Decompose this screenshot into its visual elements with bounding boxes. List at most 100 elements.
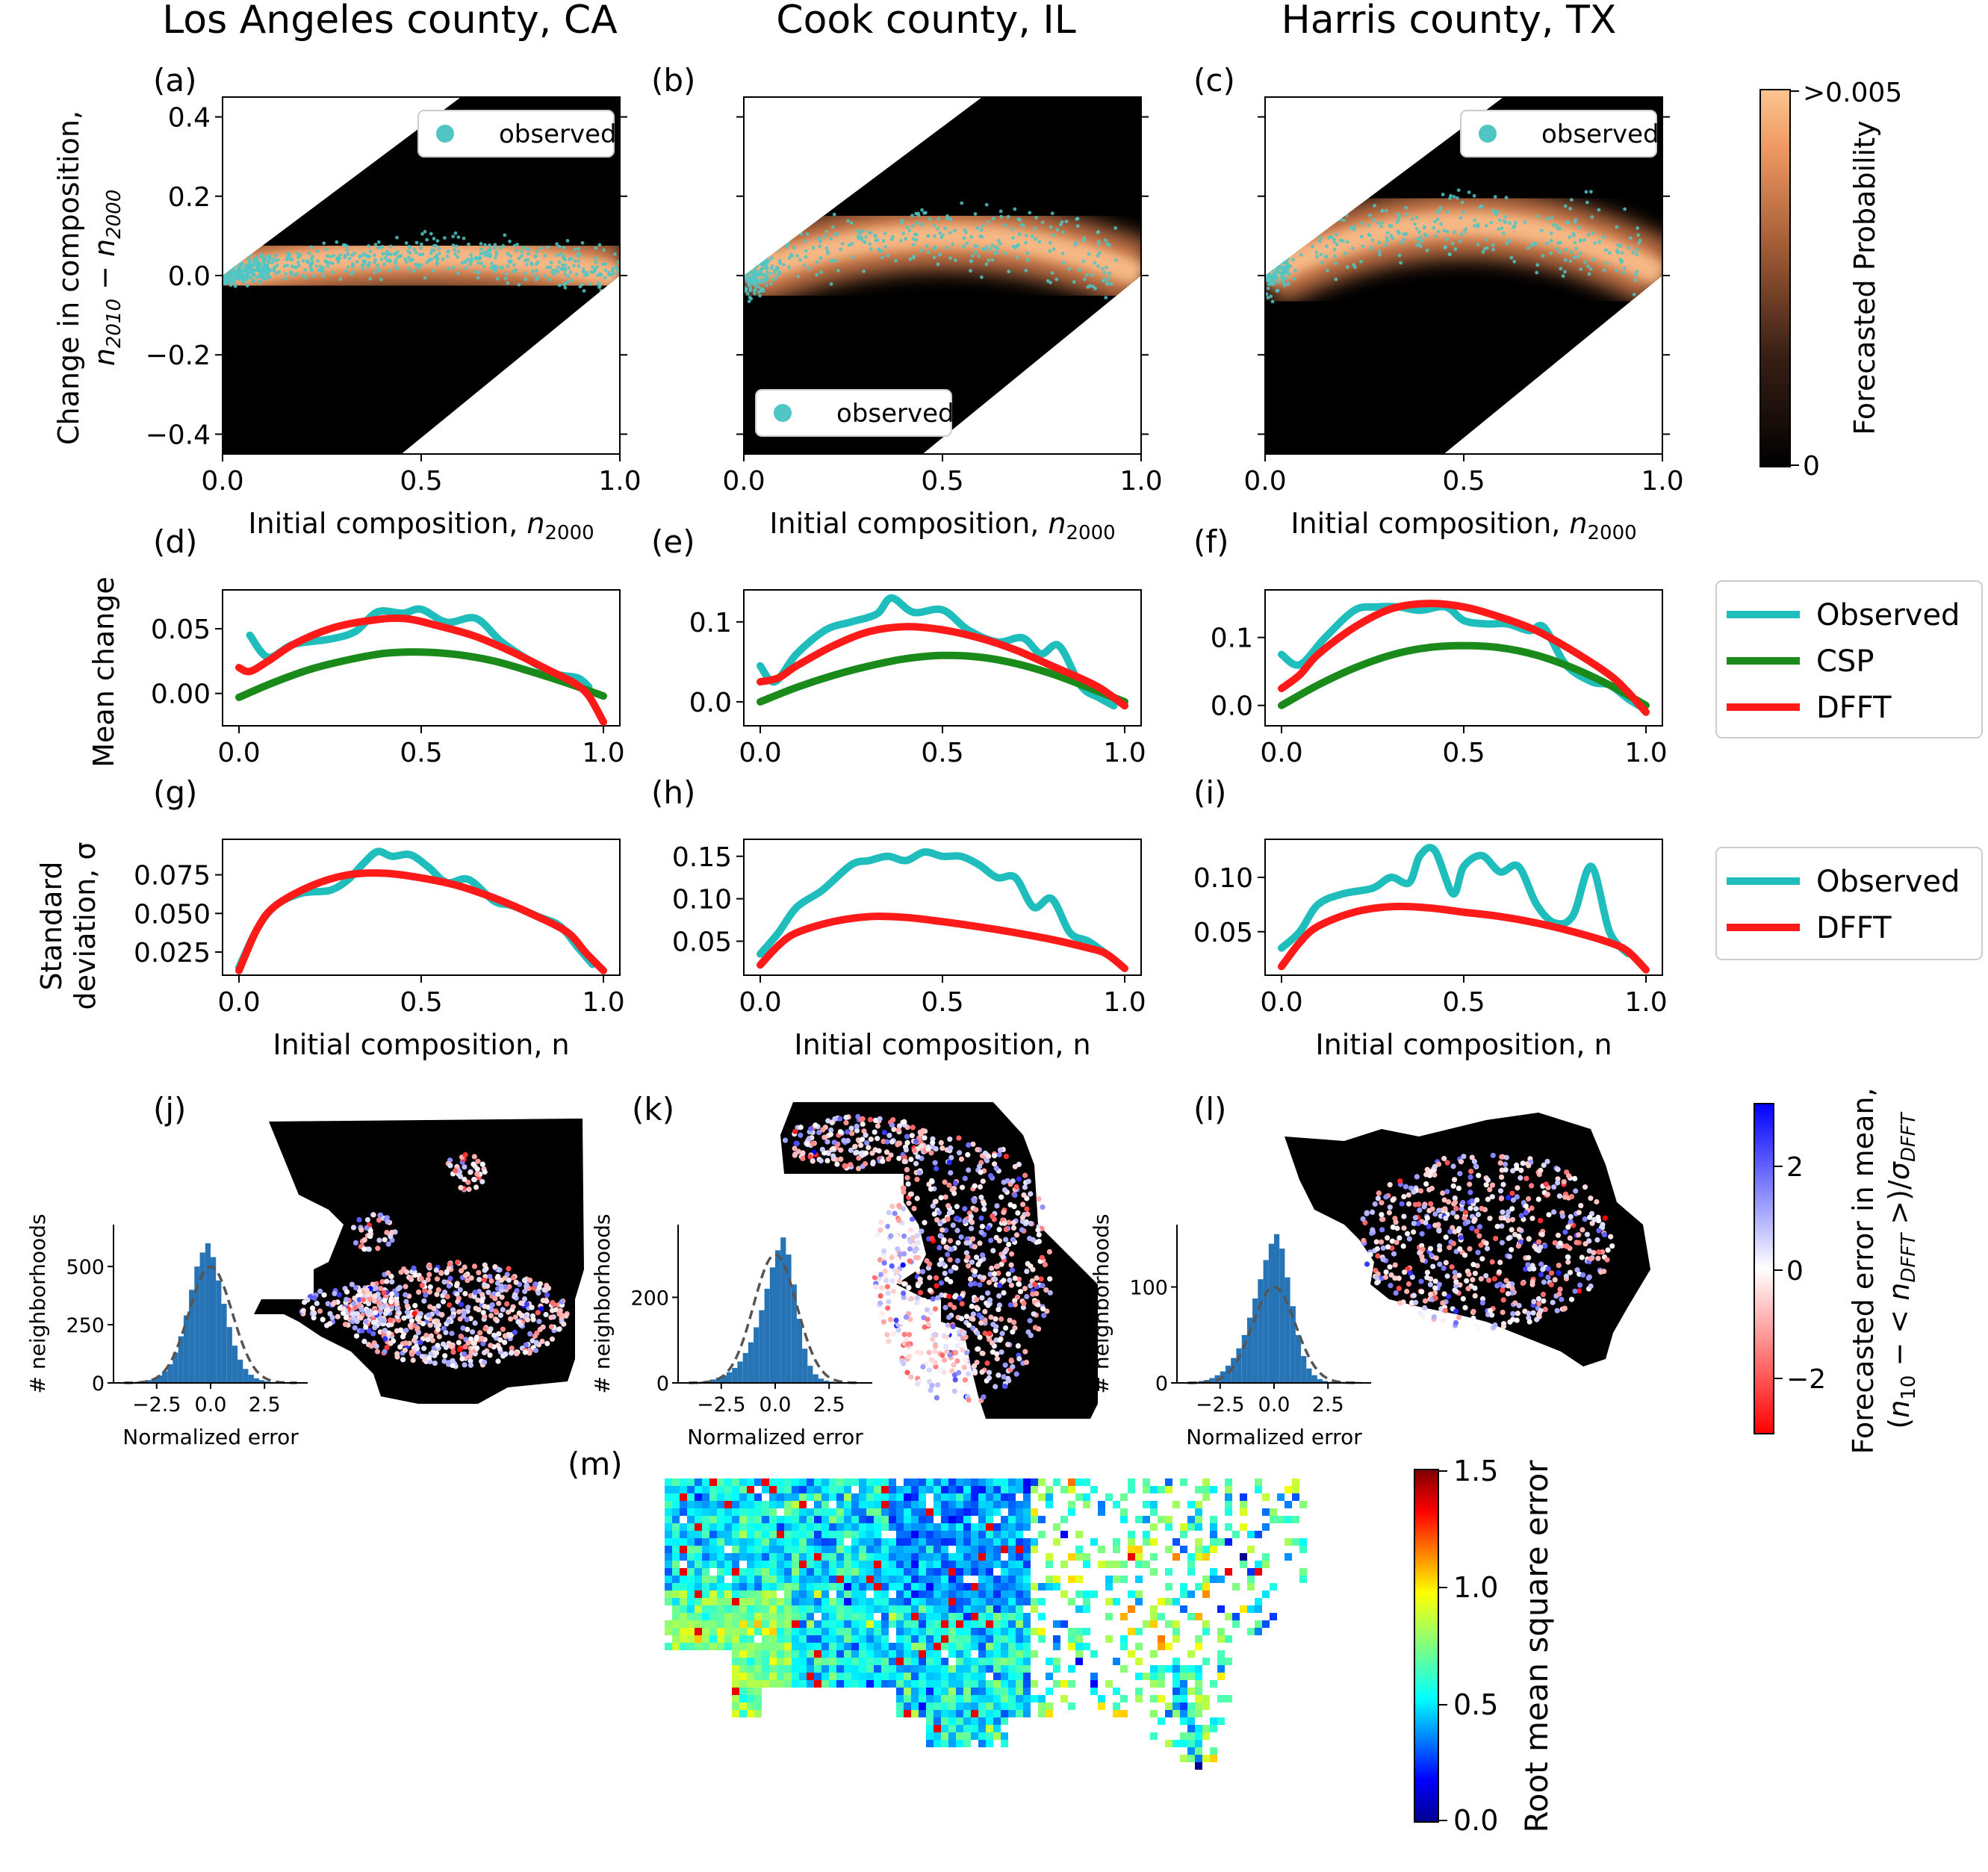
map-dot — [969, 1259, 975, 1265]
observed-point — [987, 258, 991, 263]
histogram-bar — [1301, 1356, 1307, 1383]
us-map-tile — [844, 1516, 851, 1523]
observed-point — [804, 255, 808, 259]
us-map-tile — [1135, 1546, 1143, 1553]
us-map-tile — [986, 1523, 993, 1531]
observed-point — [430, 248, 434, 252]
map-dot — [825, 1118, 831, 1124]
map-dot — [1525, 1262, 1531, 1268]
observed-point — [987, 220, 990, 224]
map-dot — [1568, 1296, 1575, 1302]
observed-point — [508, 239, 512, 243]
line-xtick: 0.5 — [400, 987, 442, 1018]
observed-point — [938, 231, 942, 235]
map-dot — [838, 1147, 844, 1153]
us-map-tile — [896, 1538, 904, 1546]
observed-point — [1568, 235, 1572, 240]
map-dot — [364, 1217, 370, 1223]
us-map-tile — [732, 1516, 739, 1523]
us-map-tile — [859, 1576, 866, 1583]
observed-point — [1332, 237, 1336, 241]
us-map-tile — [926, 1508, 934, 1516]
map-dot — [879, 1310, 885, 1317]
map-dot — [1376, 1190, 1382, 1196]
map-dot — [549, 1336, 556, 1342]
observed-point — [1096, 240, 1101, 243]
map-dot — [901, 1233, 907, 1240]
map-dot — [388, 1340, 394, 1346]
observed-point — [1052, 233, 1056, 237]
map-dot — [858, 1116, 864, 1122]
map-dot — [302, 1299, 308, 1305]
observed-point — [775, 265, 779, 270]
map-dot — [861, 1128, 867, 1134]
us-map-tile — [956, 1553, 963, 1561]
map-dot — [521, 1278, 528, 1284]
map-dot — [403, 1284, 409, 1290]
us-map-tile — [695, 1516, 702, 1523]
map-dot — [824, 1157, 830, 1163]
map-dot — [1426, 1224, 1432, 1230]
map-dot — [479, 1298, 485, 1304]
mean-change-panel-0: 0.0 0.5 1.00.000.05 — [151, 589, 625, 768]
us-map-tile — [739, 1568, 747, 1576]
observed-point — [576, 252, 580, 256]
us-map-tile — [792, 1501, 799, 1508]
us-map-tile — [911, 1516, 919, 1523]
us-map-tile — [672, 1538, 680, 1546]
observed-point — [226, 276, 231, 281]
us-map-tile — [1031, 1538, 1038, 1546]
observed-point — [543, 254, 547, 258]
observed-point — [1075, 217, 1080, 221]
map-dot — [1379, 1212, 1385, 1218]
map-dot — [1028, 1191, 1034, 1197]
histogram-bar — [780, 1237, 786, 1383]
us-map-tile — [1128, 1531, 1135, 1538]
observed-point — [851, 255, 854, 259]
us-map-tile — [1075, 1546, 1083, 1553]
map-dot — [890, 1331, 896, 1337]
us-map-tile — [911, 1561, 919, 1568]
observed-point — [1082, 277, 1087, 282]
us-map-tile — [769, 1478, 777, 1486]
map-dot — [1552, 1240, 1558, 1246]
us-map-tile — [1262, 1493, 1270, 1501]
map-dot — [468, 1169, 473, 1175]
observed-point — [456, 249, 461, 254]
probability-ridge-core — [1265, 211, 1662, 287]
map-dot — [978, 1169, 984, 1175]
us-map-tile — [799, 1568, 807, 1576]
map-dot — [388, 1299, 394, 1305]
us-map-tile — [978, 1583, 986, 1590]
map-dot — [1388, 1283, 1394, 1289]
map-dot — [378, 1285, 384, 1292]
us-map-tile — [993, 1493, 1001, 1501]
map-dot — [1555, 1176, 1561, 1182]
map-dot — [1510, 1310, 1516, 1316]
us-map-tile — [1001, 1546, 1008, 1553]
map-dot — [1493, 1236, 1499, 1242]
map-dot — [385, 1270, 391, 1276]
map-dot — [512, 1293, 518, 1299]
heatmap-xtick: 0.0 — [1243, 466, 1286, 497]
observed-point — [928, 217, 932, 221]
observed-point — [802, 264, 807, 267]
map-dot — [1372, 1201, 1378, 1207]
map-dot — [972, 1281, 978, 1287]
map-dot — [897, 1279, 903, 1285]
map-dot — [394, 1306, 400, 1312]
map-dot — [1012, 1298, 1018, 1304]
map-dot — [1397, 1300, 1403, 1306]
map-dot — [936, 1245, 942, 1251]
us-map-tile — [1016, 1501, 1023, 1508]
observed-point — [1445, 229, 1450, 234]
observed-point — [364, 254, 368, 258]
map-dot — [1453, 1279, 1459, 1285]
observed-point — [562, 254, 566, 258]
map-dot — [524, 1316, 531, 1322]
us-map-tile — [993, 1538, 1001, 1546]
map-dot — [973, 1207, 979, 1213]
us-map-tile — [866, 1538, 874, 1546]
observed-point — [1559, 240, 1562, 245]
map-dot — [354, 1310, 360, 1316]
